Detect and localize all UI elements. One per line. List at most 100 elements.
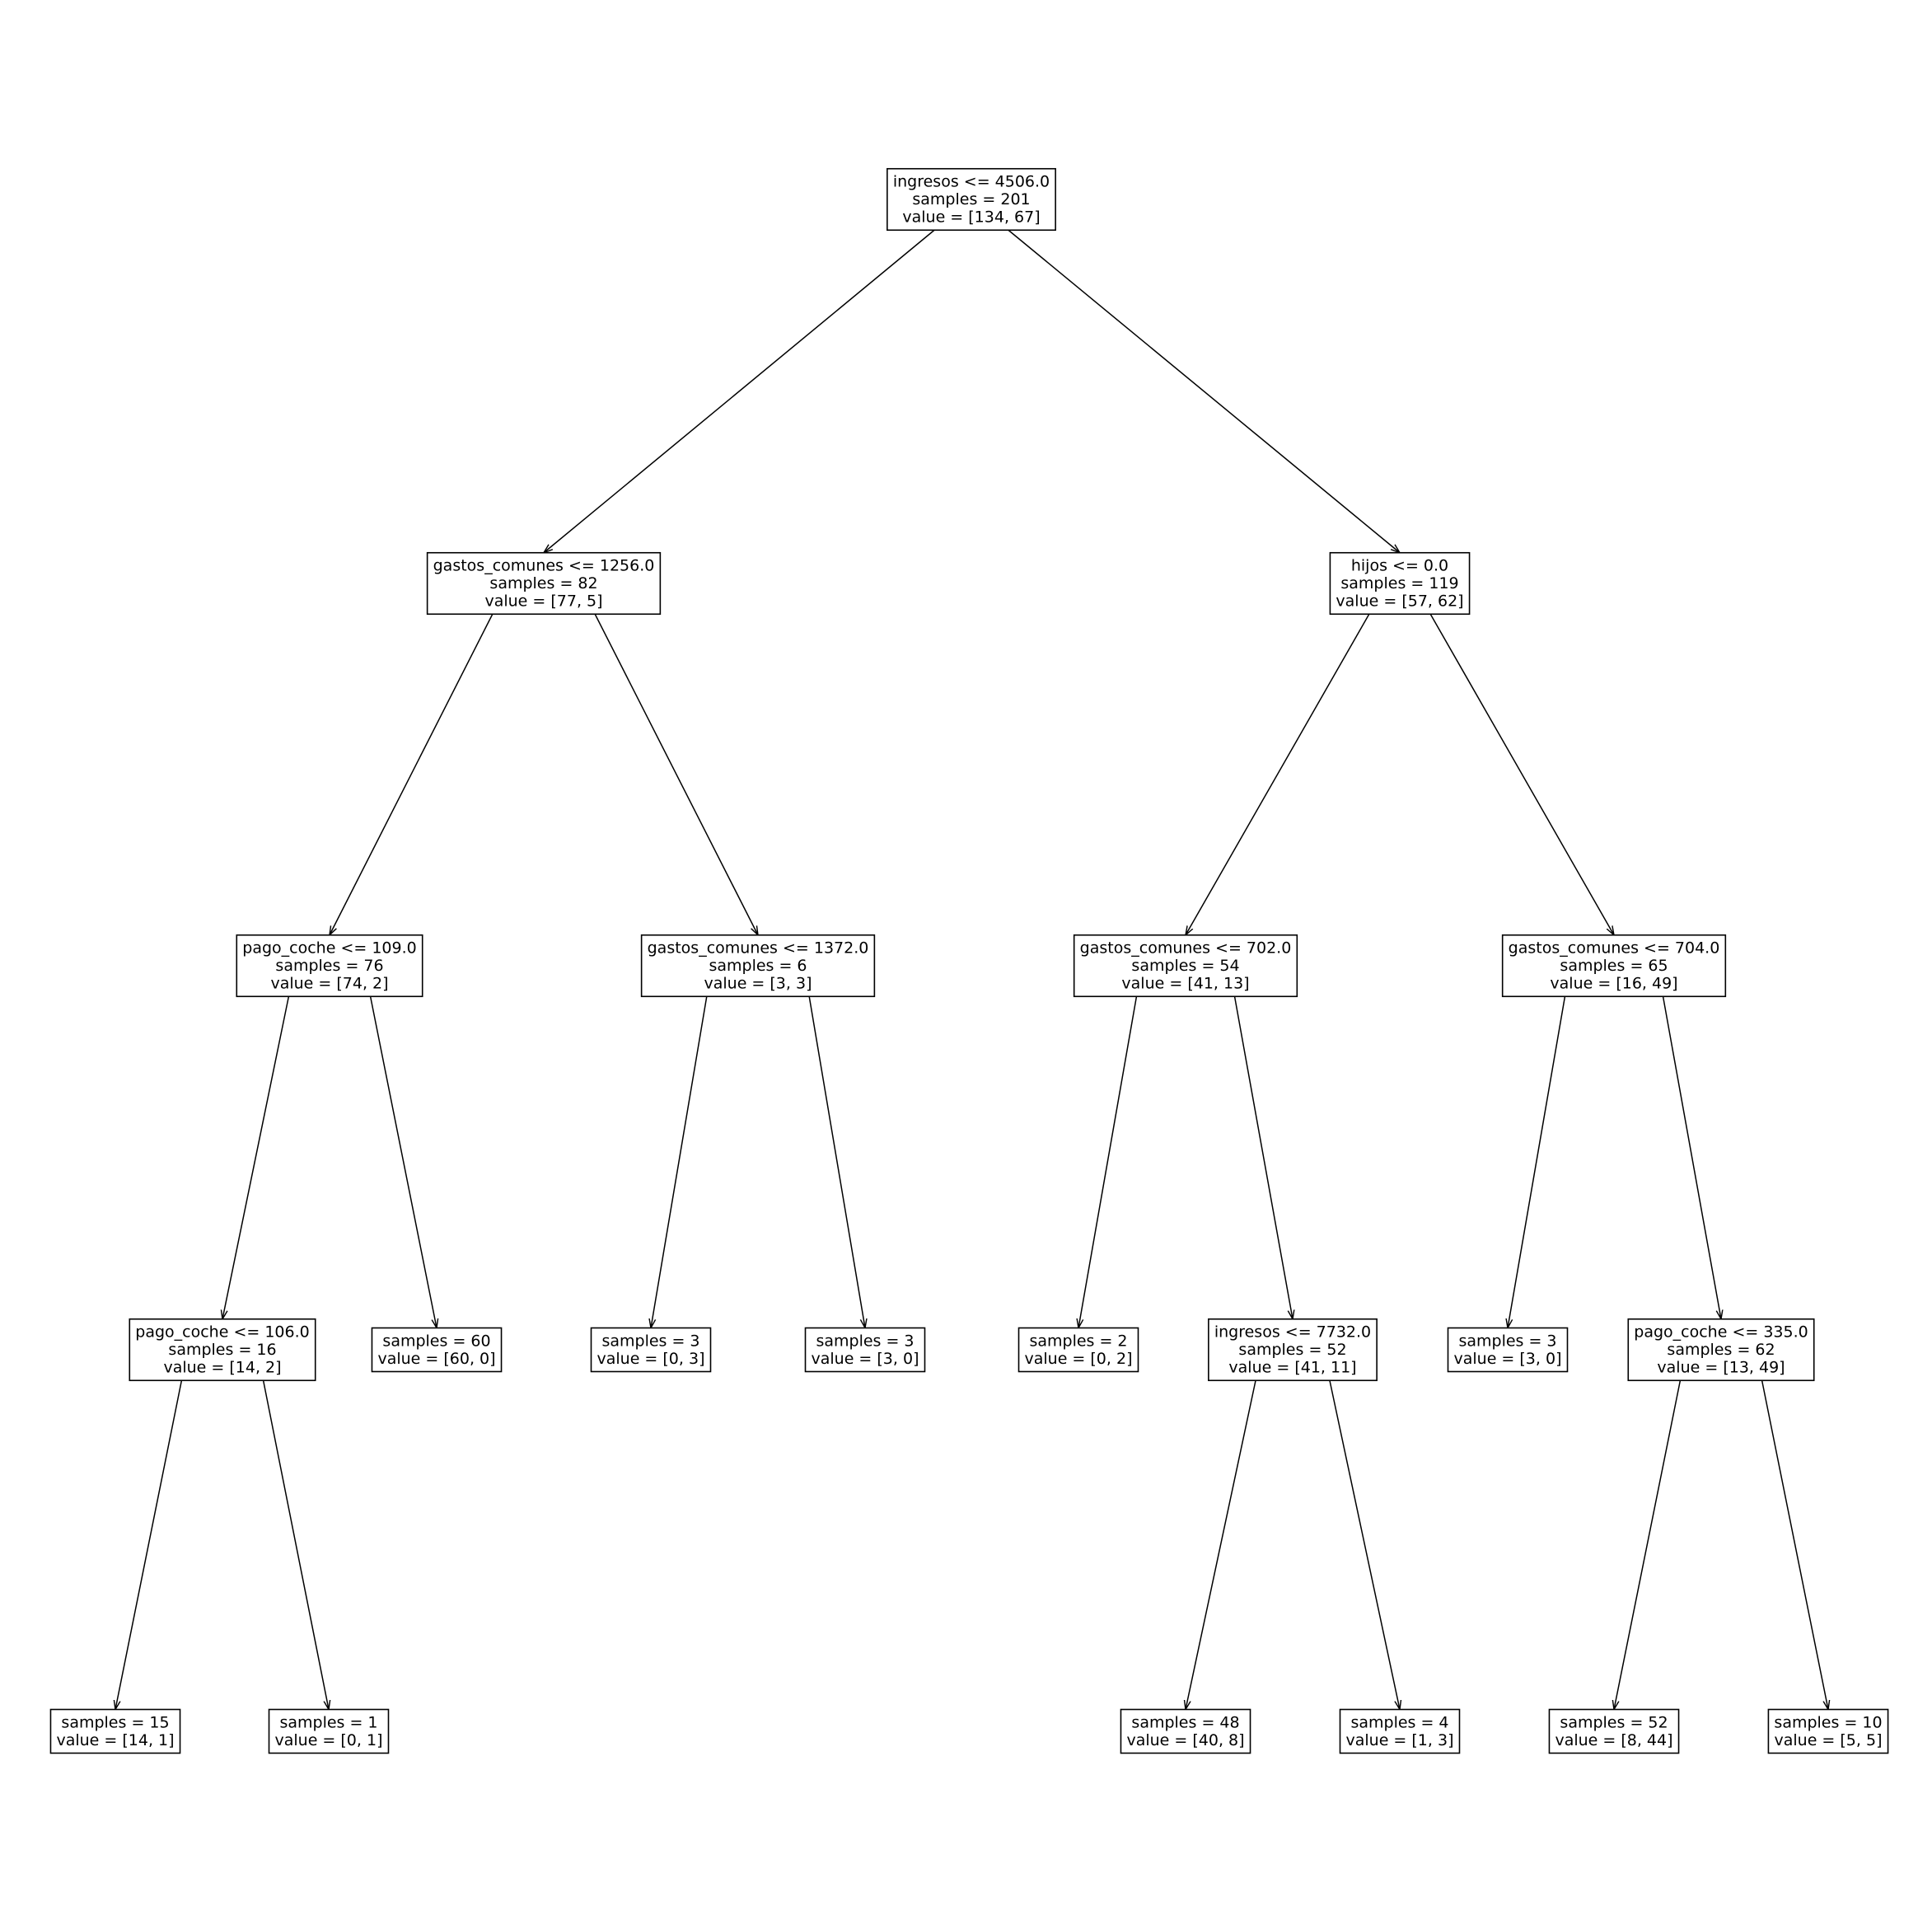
tree-node-line: value = [14, 2] xyxy=(163,1359,281,1377)
tree-node-line: value = [41, 13] xyxy=(1121,975,1249,993)
tree-edge xyxy=(651,996,708,1328)
tree-node-line: samples = 3 xyxy=(816,1332,914,1350)
tree-node-line: hijos <= 0.0 xyxy=(1351,557,1448,575)
tree-node-line: samples = 15 xyxy=(61,1713,169,1731)
tree-edge xyxy=(1008,229,1400,553)
tree-node-box xyxy=(1501,934,1727,998)
tree-edge xyxy=(1078,996,1138,1328)
tree-edge xyxy=(1761,1380,1828,1709)
tree-node-line: value = [41, 11] xyxy=(1228,1359,1356,1377)
tree-edge xyxy=(594,613,758,935)
tree-node-box xyxy=(1447,1327,1569,1373)
tree-node-line: value = [16, 49] xyxy=(1550,975,1677,993)
tree-node-line: value = [0, 1] xyxy=(275,1731,383,1749)
tree-node-line: samples = 2 xyxy=(1029,1332,1127,1350)
tree-node-line: samples = 4 xyxy=(1350,1713,1448,1731)
tree-node-box xyxy=(1120,1708,1251,1754)
tree-node-box xyxy=(640,934,876,998)
tree-node-line: value = [3, 0] xyxy=(812,1350,919,1368)
tree-node-line: samples = 60 xyxy=(382,1332,490,1350)
tree-node-line: value = [3, 3] xyxy=(704,975,812,993)
tree-node-line: ingresos <= 4506.0 xyxy=(893,173,1050,191)
tree-node-line: ingresos <= 7732.0 xyxy=(1214,1323,1371,1342)
tree-edge xyxy=(544,229,935,553)
tree-node-box xyxy=(590,1327,712,1373)
tree-node-line: samples = 54 xyxy=(1131,957,1239,975)
tree-node-box xyxy=(1329,551,1471,616)
tree-node-line: value = [8, 44] xyxy=(1555,1731,1672,1749)
tree-node-line: gastos_comunes <= 1372.0 xyxy=(648,939,869,958)
tree-edge xyxy=(808,996,865,1328)
tree-node-line: value = [13, 49] xyxy=(1657,1359,1785,1377)
tree-node-line: samples = 10 xyxy=(1774,1713,1882,1731)
tree-node-line: value = [134, 67] xyxy=(902,208,1040,227)
tree-node-box xyxy=(1767,1708,1889,1754)
tree-node-box xyxy=(129,1318,316,1382)
tree-node-line: value = [57, 62] xyxy=(1336,592,1463,611)
tree-node-line: samples = 65 xyxy=(1560,957,1668,975)
tree-edge xyxy=(262,1380,329,1709)
tree-edge xyxy=(330,613,494,935)
tree-node-line: samples = 62 xyxy=(1667,1341,1775,1359)
tree-edge xyxy=(1186,1380,1256,1709)
tree-edge xyxy=(1614,1380,1682,1709)
tree-edge xyxy=(369,996,437,1328)
tree-edge xyxy=(1662,996,1721,1319)
tree-node-line: value = [5, 5] xyxy=(1775,1731,1883,1749)
tree-node-line: samples = 201 xyxy=(912,190,1030,208)
tree-node-box xyxy=(371,1327,503,1373)
tree-node-line: gastos_comunes <= 1256.0 xyxy=(433,557,655,575)
tree-node-line: samples = 3 xyxy=(1458,1332,1556,1350)
tree-node-line: value = [1, 3] xyxy=(1346,1731,1454,1749)
tree-node-line: samples = 1 xyxy=(279,1713,377,1731)
tree-node-line: value = [60, 0] xyxy=(377,1350,495,1368)
tree-node-line: value = [14, 1] xyxy=(56,1731,174,1749)
tree-node-line: samples = 16 xyxy=(168,1341,276,1359)
tree-node-box xyxy=(886,167,1056,232)
tree-edge xyxy=(115,1380,183,1709)
tree-node-line: pago_coche <= 106.0 xyxy=(135,1323,309,1342)
tree-node-line: value = [74, 2] xyxy=(270,975,388,993)
tree-node-line: samples = 6 xyxy=(709,957,807,975)
tree-node-line: samples = 82 xyxy=(489,574,597,592)
tree-node-box xyxy=(1017,1327,1139,1373)
tree-node-line: gastos_comunes <= 702.0 xyxy=(1080,939,1292,958)
tree-edge xyxy=(1233,996,1293,1319)
tree-node-line: value = [0, 2] xyxy=(1025,1350,1133,1368)
tree-node-line: value = [0, 3] xyxy=(597,1350,705,1368)
tree-node-box xyxy=(236,934,423,998)
tree-node-line: pago_coche <= 335.0 xyxy=(1634,1323,1808,1342)
tree-node-line: samples = 52 xyxy=(1560,1713,1668,1731)
tree-edge xyxy=(1186,613,1370,935)
tree-node-line: samples = 119 xyxy=(1340,574,1458,592)
tree-node-box xyxy=(1208,1318,1378,1382)
tree-node-line: samples = 76 xyxy=(275,957,383,975)
tree-node-box xyxy=(804,1327,926,1373)
tree-edge xyxy=(1429,613,1614,935)
tree-edge xyxy=(1508,996,1566,1328)
tree-node-line: samples = 3 xyxy=(601,1332,699,1350)
tree-node-box xyxy=(1548,1708,1680,1754)
tree-node-line: value = [3, 0] xyxy=(1454,1350,1562,1368)
tree-node-line: pago_coche <= 109.0 xyxy=(242,939,416,958)
tree-node-line: samples = 52 xyxy=(1238,1341,1346,1359)
